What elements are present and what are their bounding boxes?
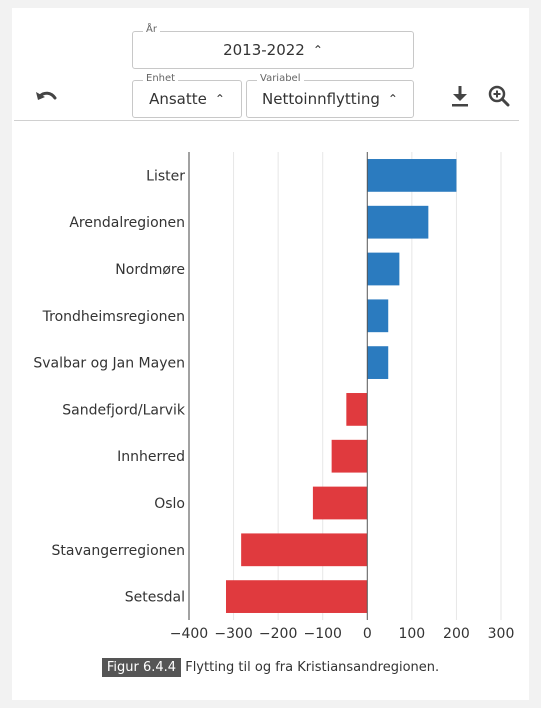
download-button[interactable] [446,82,474,110]
unit-select-value: Ansatte [149,90,207,108]
download-icon [452,86,468,107]
bar [331,439,368,473]
category-label: Sandefjord/Larvik [62,402,186,418]
category-label: Stavangerregionen [52,543,185,559]
category-label: Setesdal [125,590,185,606]
variable-select-label: Variabel [257,73,304,84]
x-tick-label: 0 [363,626,372,642]
figure-caption: Figur 6.4.4 Flytting til og fra Kristian… [0,658,541,677]
toolbar-divider [14,120,519,121]
category-label: Arendalregionen [69,215,185,231]
bar [346,393,368,426]
chevron-up-icon: ⌃ [312,43,323,57]
x-tick-label: −400 [170,626,208,642]
category-label: Trondheimsregionen [42,309,185,325]
bar [367,252,400,286]
chevron-up-icon: ⌃ [214,92,225,106]
x-tick-label: −300 [214,626,252,642]
unit-select[interactable]: Enhet Ansatte ⌃ [132,73,242,118]
year-select[interactable]: År 2013-2022 ⌃ [132,24,414,69]
undo-icon [36,91,57,100]
zoom-in-button[interactable] [485,82,513,110]
unit-select-label: Enhet [143,73,179,84]
x-tick-label: 100 [398,626,425,642]
x-tick-label: 200 [443,626,470,642]
bar [367,299,389,333]
bar [225,580,368,613]
undo-button[interactable] [32,84,60,112]
category-label: Svalbar og Jan Mayen [33,356,185,372]
figure-caption-text: Flytting til og fra Kristiansandregionen… [185,660,440,675]
zoom-in-icon [488,85,510,107]
bar [367,346,389,379]
x-tick-label: −200 [259,626,297,642]
bar-chart: Lister Arendalregionen Nordmøre Trondheimsr… [33,152,515,642]
category-label: Nordmøre [115,262,185,278]
variable-select-value: Nettoinnflytting [262,90,380,108]
x-tick-label: −100 [303,626,341,642]
variable-select[interactable]: Variabel Nettoinnflytting ⌃ [246,73,414,118]
bar [241,533,368,567]
figure-tag: Figur 6.4.4 [101,658,182,677]
category-label: Innherred [117,449,185,465]
category-label: Oslo [154,496,185,512]
bar [367,205,429,239]
category-label: Lister [146,168,185,184]
year-select-label: År [143,24,160,35]
x-tick-label: 300 [488,626,515,642]
year-select-value: 2013-2022 [223,41,305,59]
bar [367,159,457,192]
bar [312,486,368,520]
chevron-up-icon: ⌃ [387,92,398,106]
